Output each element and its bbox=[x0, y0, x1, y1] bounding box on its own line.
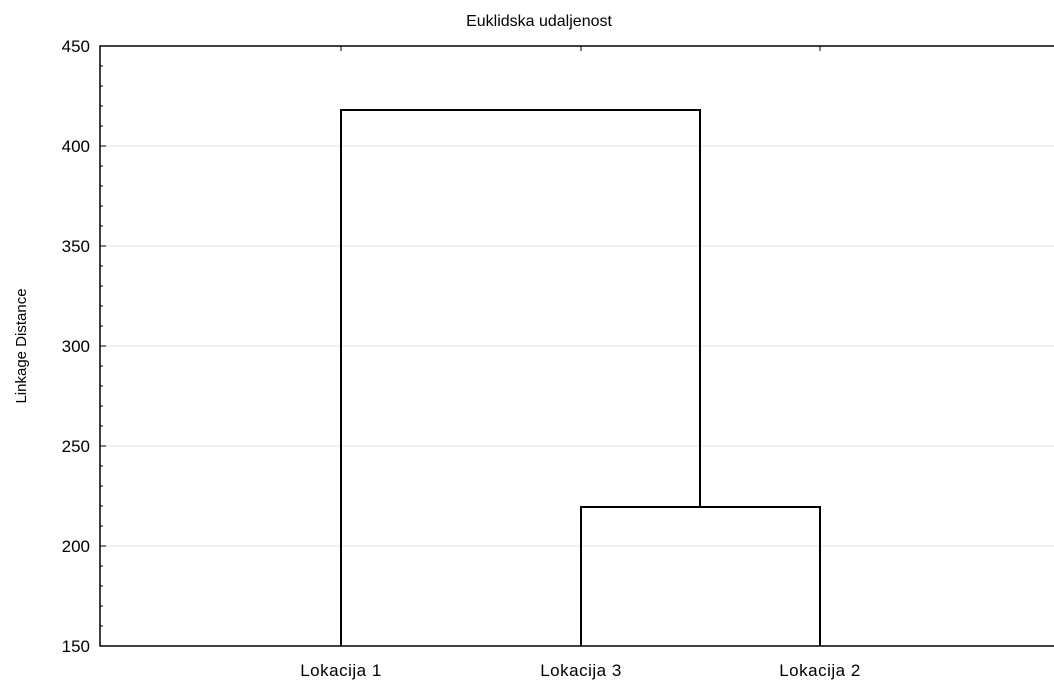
x-tick-label: Lokacija 1 bbox=[300, 661, 382, 680]
chart-title: Euklidska udaljenost bbox=[466, 13, 612, 30]
y-tick-label: 450 bbox=[62, 37, 90, 56]
merge-link-lokacija3-lokacija2 bbox=[580, 506, 821, 646]
y-tick-label: 200 bbox=[62, 537, 90, 556]
x-tick-label: Lokacija 2 bbox=[779, 661, 861, 680]
dendrogram-links bbox=[340, 109, 821, 646]
y-tick-label: 150 bbox=[62, 637, 90, 656]
y-tick-label: 300 bbox=[62, 337, 90, 356]
y-tick-label: 400 bbox=[62, 137, 90, 156]
grid-lines bbox=[100, 145, 1054, 547]
y-axis-label: Linkage Distance bbox=[13, 288, 30, 403]
y-tick-label: 350 bbox=[62, 237, 90, 256]
axis-ticks: 150 200 250 300 350 400 450 Lokacija 1 Lokacija … bbox=[62, 37, 861, 680]
x-tick-label: Lokacija 3 bbox=[540, 661, 622, 680]
y-tick-label: 250 bbox=[62, 437, 90, 456]
merge-link-lokacija1-cluster bbox=[340, 109, 701, 646]
